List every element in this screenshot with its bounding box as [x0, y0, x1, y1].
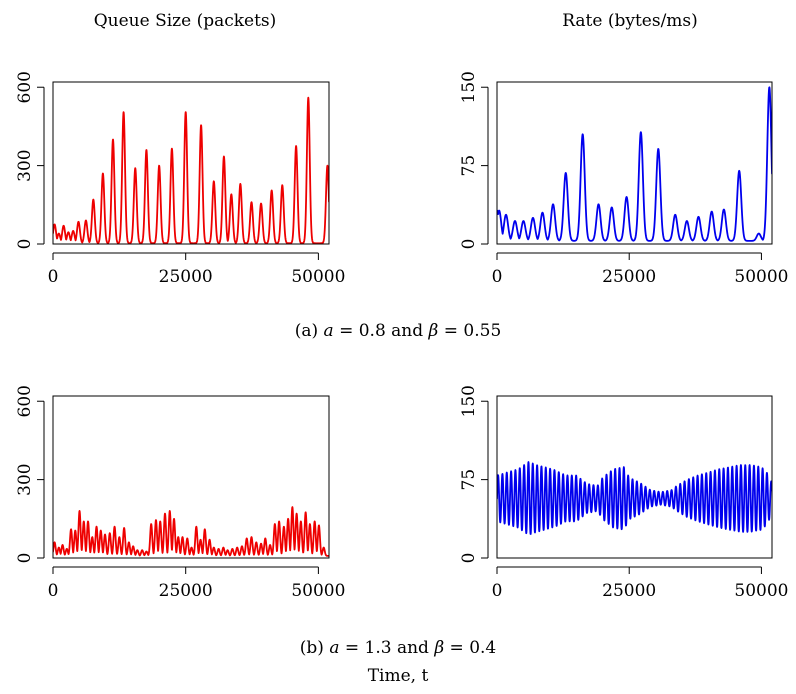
a-queue-x-tick-label-2: 50000 — [291, 267, 345, 287]
a-queue-y-tick-label-0: 0 — [15, 239, 35, 250]
b-rate-y-tick-label-1: 75 — [459, 469, 479, 491]
b-queue-x-tick-label-2: 50000 — [291, 581, 345, 601]
b-rate-x-tick-label-0: 0 — [492, 581, 503, 601]
a-queue-plot-frame — [52, 81, 330, 245]
caption-a-symbol-beta: β — [428, 321, 439, 341]
a-rate-y-tick-label-1: 75 — [459, 155, 479, 177]
a-rate-y-tick-label-0: 0 — [459, 239, 479, 250]
caption-a-eq2: = 0.55 — [438, 321, 501, 341]
caption-a: (a) a = 0.8 and β = 0.55 — [295, 321, 502, 341]
plot-a-rate: 0 25000 50000 0 75 150 — [459, 71, 788, 287]
caption-b: (b) a = 1.3 and β = 0.4 — [300, 638, 497, 658]
queue-column-title: Queue Size (packets) — [94, 11, 277, 31]
plot-b-queue: 0 25000 50000 0 300 600 — [15, 385, 345, 601]
a-rate-x-tick-label-0: 0 — [492, 267, 503, 287]
a-queue-series-line-0 — [53, 96, 329, 244]
b-queue-x-tick-label-1: 25000 — [159, 581, 213, 601]
a-queue-x-tick-label-1: 25000 — [159, 267, 213, 287]
rate-column-title: Rate (bytes/ms) — [562, 11, 698, 31]
caption-b-eq2: = 0.4 — [444, 638, 496, 658]
b-queue-series-line-0 — [53, 506, 329, 557]
b-queue-plot-frame — [52, 395, 330, 559]
caption-b-eq1: = 1.3 and — [339, 638, 434, 658]
b-rate-y-tick-label-2: 150 — [459, 385, 479, 417]
a-queue-y-tick-label-1: 300 — [15, 149, 35, 181]
a-queue-y-tick-label-2: 600 — [15, 71, 35, 103]
a-rate-y-tick-label-2: 150 — [459, 71, 479, 103]
a-queue-x-tick-label-0: 0 — [48, 267, 59, 287]
b-rate-x-tick-label-1: 25000 — [602, 581, 656, 601]
a-rate-series-line-0 — [497, 86, 772, 242]
b-rate-series-line-0 — [497, 461, 772, 535]
caption-b-symbol-beta: β — [433, 638, 444, 658]
caption-b-label: (b) — [300, 638, 324, 658]
b-queue-y-tick-label-1: 300 — [15, 463, 35, 495]
a-rate-plot-frame — [496, 81, 773, 245]
plot-a-queue: 0 25000 50000 0 300 600 — [15, 71, 345, 287]
caption-a-eq1: = 0.8 and — [334, 321, 429, 341]
caption-a-symbol-a: a — [324, 321, 334, 341]
b-rate-y-tick-label-0: 0 — [459, 553, 479, 564]
x-axis-label: Time, t — [368, 666, 429, 686]
b-queue-y-tick-label-0: 0 — [15, 553, 35, 564]
b-queue-x-tick-label-0: 0 — [48, 581, 59, 601]
a-rate-x-tick-label-2: 50000 — [734, 267, 788, 287]
b-rate-x-tick-label-2: 50000 — [734, 581, 788, 601]
b-queue-y-tick-label-2: 600 — [15, 385, 35, 417]
caption-b-symbol-a: a — [329, 638, 339, 658]
a-rate-x-tick-label-1: 25000 — [602, 267, 656, 287]
plot-b-rate: 0 25000 50000 0 75 150 — [459, 385, 788, 601]
b-rate-plot-frame — [496, 395, 773, 559]
caption-a-label: (a) — [295, 321, 318, 341]
